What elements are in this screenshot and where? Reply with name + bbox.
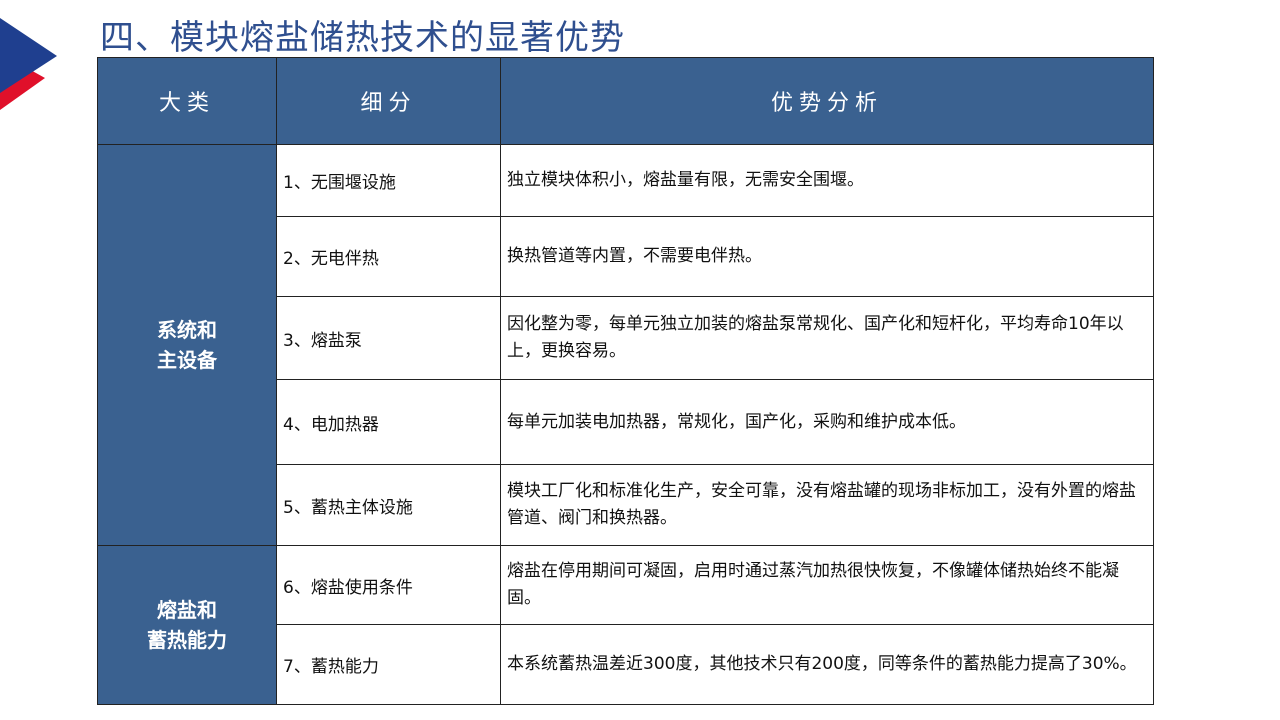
- table-row: 4、电加热器 每单元加装电加热器，常规化，国产化，采购和维护成本低。: [98, 379, 1154, 465]
- logo-chevron-icon: [0, 18, 57, 110]
- table-row: 3、熔盐泵 因化整为零，每单元独立加装的熔盐泵常规化、国产化和短杆化，平均寿命1…: [98, 296, 1154, 380]
- analysis-cell: 本系统蓄热温差近300度，其他技术只有200度，同等条件的蓄热能力提高了30%。: [500, 624, 1154, 705]
- subcategory-cell: 1、无围堰设施: [276, 144, 501, 217]
- analysis-cell: 因化整为零，每单元独立加装的熔盐泵常规化、国产化和短杆化，平均寿命10年以上，更…: [500, 296, 1154, 380]
- analysis-cell: 换热管道等内置，不需要电伴热。: [500, 216, 1154, 297]
- header-analysis: 优势分析: [500, 57, 1154, 145]
- header-subcategory: 细分: [276, 57, 501, 145]
- table-row: 熔盐和 蓄热能力 6、熔盐使用条件 熔盐在停用期间可凝固，启用时通过蒸汽加热很快恢…: [97, 545, 1154, 705]
- table-row: 2、无电伴热 换热管道等内置，不需要电伴热。: [98, 216, 1154, 297]
- table-header-row: 大类 细分 优势分析: [97, 57, 1154, 145]
- analysis-cell: 熔盐在停用期间可凝固，启用时通过蒸汽加热很快恢复，不像罐体储热始终不能凝固。: [500, 545, 1154, 625]
- subcategory-cell: 7、蓄热能力: [276, 624, 501, 705]
- table-row: 5、蓄热主体设施 模块工厂化和标准化生产，安全可靠，没有熔盐罐的现场非标加工，没…: [98, 464, 1154, 546]
- page-title: 四、模块熔盐储热技术的显著优势: [100, 18, 625, 58]
- header-category: 大类: [97, 57, 277, 145]
- analysis-cell: 独立模块体积小，熔盐量有限，无需安全围堰。: [500, 144, 1154, 217]
- subcategory-cell: 2、无电伴热: [276, 216, 501, 297]
- subcategory-cell: 4、电加热器: [276, 379, 501, 465]
- table-row: 7、蓄热能力 本系统蓄热温差近300度，其他技术只有200度，同等条件的蓄热能力…: [98, 624, 1154, 705]
- category-cell: 熔盐和 蓄热能力: [97, 545, 277, 705]
- subcategory-cell: 3、熔盐泵: [276, 296, 501, 380]
- subcategory-cell: 6、熔盐使用条件: [276, 545, 501, 625]
- category-cell: 系统和 主设备: [97, 144, 277, 546]
- analysis-cell: 每单元加装电加热器，常规化，国产化，采购和维护成本低。: [500, 379, 1154, 465]
- subcategory-cell: 5、蓄热主体设施: [276, 464, 501, 546]
- advantages-table: 大类 细分 优势分析 系统和 主设备 1、无围堰设施 独立模块体积小，熔盐量有限，…: [97, 57, 1154, 705]
- analysis-cell: 模块工厂化和标准化生产，安全可靠，没有熔盐罐的现场非标加工，没有外置的熔盐管道、…: [500, 464, 1154, 546]
- table-row: 系统和 主设备 1、无围堰设施 独立模块体积小，熔盐量有限，无需安全围堰。: [97, 144, 1154, 546]
